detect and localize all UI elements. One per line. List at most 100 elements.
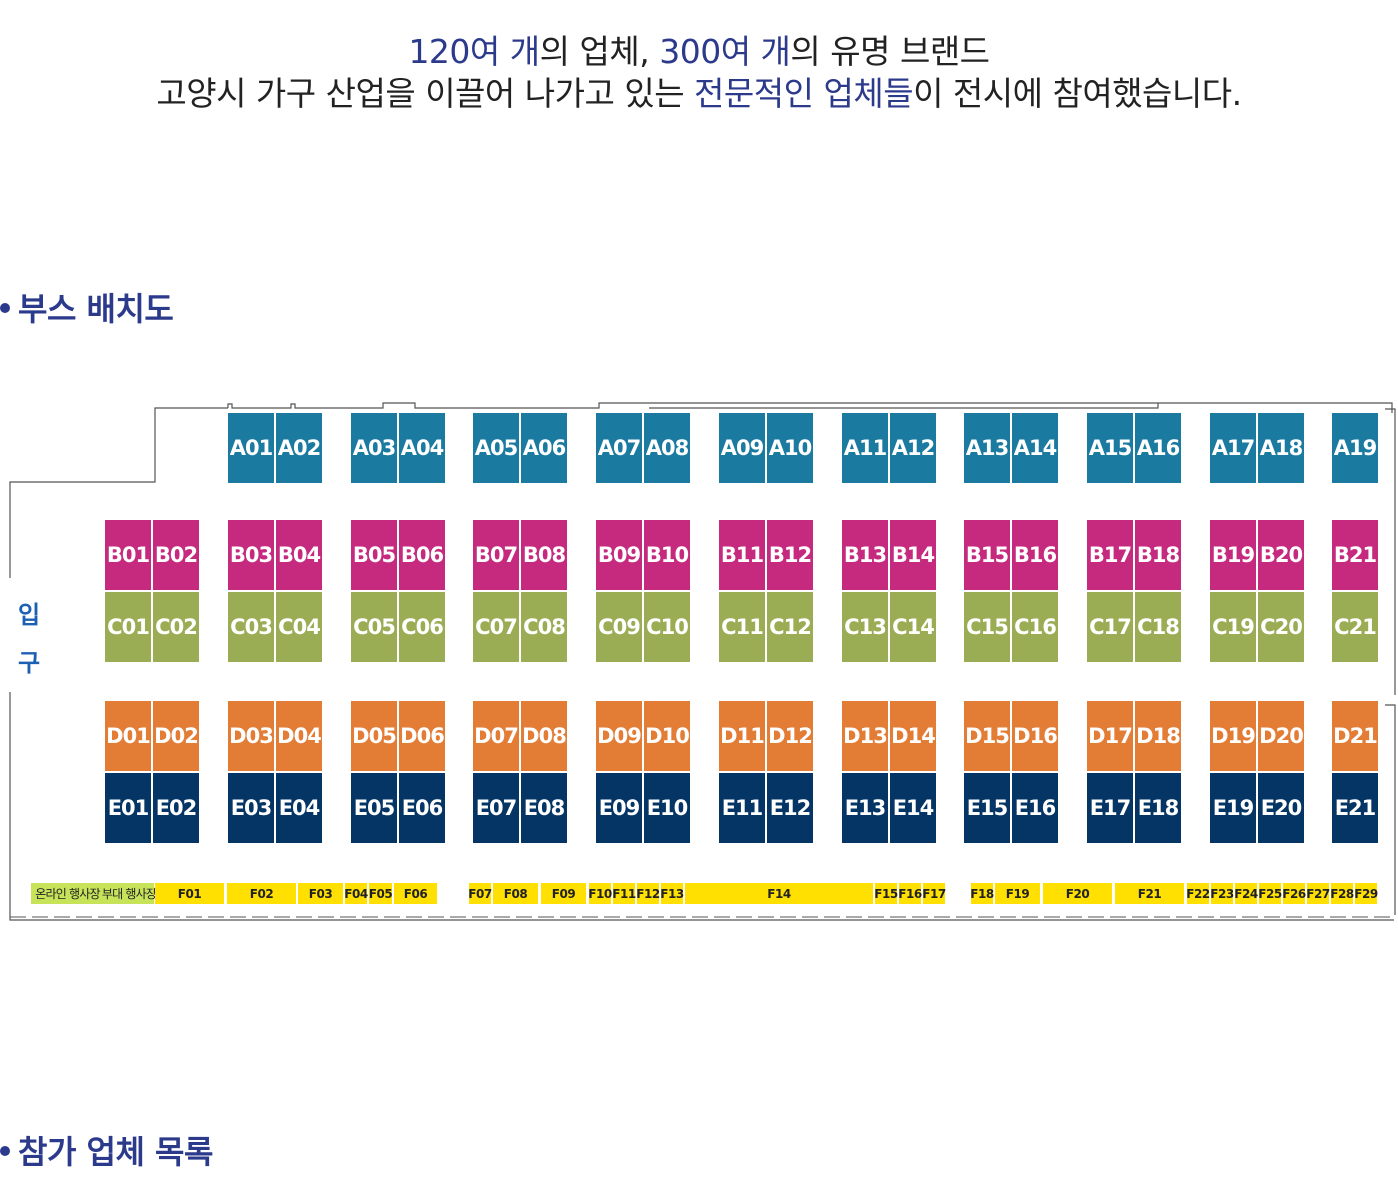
booth-f09[interactable]: F09 bbox=[541, 883, 587, 904]
booth-f10[interactable]: F10 bbox=[588, 883, 612, 904]
booth-e19[interactable]: E19 bbox=[1210, 773, 1256, 843]
booth-f22[interactable]: F22 bbox=[1186, 883, 1210, 904]
booth-a01[interactable]: A01 bbox=[228, 413, 274, 483]
booth-e09[interactable]: E09 bbox=[596, 773, 642, 843]
booth-d01[interactable]: D01 bbox=[105, 701, 151, 771]
booth-e01[interactable]: E01 bbox=[105, 773, 151, 843]
booth-c19[interactable]: C19 bbox=[1210, 592, 1256, 662]
booth-c20[interactable]: C20 bbox=[1258, 592, 1304, 662]
booth-f15[interactable]: F15 bbox=[874, 883, 898, 904]
booth-f07[interactable]: F07 bbox=[468, 883, 492, 904]
booth-e08[interactable]: E08 bbox=[521, 773, 567, 843]
booth-b02[interactable]: B02 bbox=[153, 520, 199, 590]
booth-f01[interactable]: F01 bbox=[155, 883, 225, 904]
booth-f29[interactable]: F29 bbox=[1354, 883, 1378, 904]
booth-e04[interactable]: E04 bbox=[276, 773, 322, 843]
booth-b10[interactable]: B10 bbox=[644, 520, 690, 590]
booth-d02[interactable]: D02 bbox=[153, 701, 199, 771]
booth-d16[interactable]: D16 bbox=[1012, 701, 1058, 771]
booth-c07[interactable]: C07 bbox=[473, 592, 519, 662]
booth-b04[interactable]: B04 bbox=[276, 520, 322, 590]
booth-a05[interactable]: A05 bbox=[473, 413, 519, 483]
booth-c15[interactable]: C15 bbox=[964, 592, 1010, 662]
booth-c01[interactable]: C01 bbox=[105, 592, 151, 662]
booth-f20[interactable]: F20 bbox=[1043, 883, 1113, 904]
booth-e20[interactable]: E20 bbox=[1258, 773, 1304, 843]
booth-b19[interactable]: B19 bbox=[1210, 520, 1256, 590]
booth-d10[interactable]: D10 bbox=[644, 701, 690, 771]
booth-e12[interactable]: E12 bbox=[767, 773, 813, 843]
booth-a03[interactable]: A03 bbox=[351, 413, 397, 483]
event-area-sub[interactable]: 부대 행사장 bbox=[102, 883, 157, 904]
booth-f12[interactable]: F12 bbox=[636, 883, 660, 904]
booth-f16[interactable]: F16 bbox=[898, 883, 922, 904]
booth-e11[interactable]: E11 bbox=[719, 773, 765, 843]
booth-a09[interactable]: A09 bbox=[719, 413, 765, 483]
booth-a11[interactable]: A11 bbox=[842, 413, 888, 483]
booth-d14[interactable]: D14 bbox=[890, 701, 936, 771]
booth-d07[interactable]: D07 bbox=[473, 701, 519, 771]
booth-e06[interactable]: E06 bbox=[399, 773, 445, 843]
booth-d12[interactable]: D12 bbox=[767, 701, 813, 771]
booth-c21[interactable]: C21 bbox=[1332, 592, 1378, 662]
booth-c10[interactable]: C10 bbox=[644, 592, 690, 662]
booth-f17[interactable]: F17 bbox=[922, 883, 946, 904]
booth-f19[interactable]: F19 bbox=[995, 883, 1041, 904]
booth-f25[interactable]: F25 bbox=[1258, 883, 1282, 904]
booth-b21[interactable]: B21 bbox=[1332, 520, 1378, 590]
booth-b03[interactable]: B03 bbox=[228, 520, 274, 590]
booth-b18[interactable]: B18 bbox=[1135, 520, 1181, 590]
booth-a12[interactable]: A12 bbox=[890, 413, 936, 483]
booth-c04[interactable]: C04 bbox=[276, 592, 322, 662]
booth-e03[interactable]: E03 bbox=[228, 773, 274, 843]
booth-d04[interactable]: D04 bbox=[276, 701, 322, 771]
booth-a17[interactable]: A17 bbox=[1210, 413, 1256, 483]
booth-a08[interactable]: A08 bbox=[644, 413, 690, 483]
booth-d20[interactable]: D20 bbox=[1258, 701, 1304, 771]
booth-d11[interactable]: D11 bbox=[719, 701, 765, 771]
booth-b11[interactable]: B11 bbox=[719, 520, 765, 590]
booth-f13[interactable]: F13 bbox=[660, 883, 684, 904]
booth-a13[interactable]: A13 bbox=[964, 413, 1010, 483]
booth-f18[interactable]: F18 bbox=[970, 883, 994, 904]
booth-c08[interactable]: C08 bbox=[521, 592, 567, 662]
booth-c12[interactable]: C12 bbox=[767, 592, 813, 662]
booth-c13[interactable]: C13 bbox=[842, 592, 888, 662]
booth-a14[interactable]: A14 bbox=[1012, 413, 1058, 483]
booth-a06[interactable]: A06 bbox=[521, 413, 567, 483]
booth-e02[interactable]: E02 bbox=[153, 773, 199, 843]
booth-a19[interactable]: A19 bbox=[1332, 413, 1378, 483]
booth-f11[interactable]: F11 bbox=[612, 883, 636, 904]
booth-d19[interactable]: D19 bbox=[1210, 701, 1256, 771]
booth-d15[interactable]: D15 bbox=[964, 701, 1010, 771]
booth-e13[interactable]: E13 bbox=[842, 773, 888, 843]
booth-d21[interactable]: D21 bbox=[1332, 701, 1378, 771]
booth-f05[interactable]: F05 bbox=[369, 883, 393, 904]
booth-e18[interactable]: E18 bbox=[1135, 773, 1181, 843]
booth-f02[interactable]: F02 bbox=[227, 883, 297, 904]
booth-d05[interactable]: D05 bbox=[351, 701, 397, 771]
booth-d17[interactable]: D17 bbox=[1087, 701, 1133, 771]
booth-f23[interactable]: F23 bbox=[1210, 883, 1234, 904]
booth-c09[interactable]: C09 bbox=[596, 592, 642, 662]
booth-a15[interactable]: A15 bbox=[1087, 413, 1133, 483]
booth-b20[interactable]: B20 bbox=[1258, 520, 1304, 590]
booth-d03[interactable]: D03 bbox=[228, 701, 274, 771]
booth-f21[interactable]: F21 bbox=[1115, 883, 1185, 904]
booth-b14[interactable]: B14 bbox=[890, 520, 936, 590]
booth-c18[interactable]: C18 bbox=[1135, 592, 1181, 662]
booth-e16[interactable]: E16 bbox=[1012, 773, 1058, 843]
booth-f14[interactable]: F14 bbox=[685, 883, 874, 904]
booth-b17[interactable]: B17 bbox=[1087, 520, 1133, 590]
booth-c16[interactable]: C16 bbox=[1012, 592, 1058, 662]
booth-b01[interactable]: B01 bbox=[105, 520, 151, 590]
booth-f26[interactable]: F26 bbox=[1282, 883, 1306, 904]
booth-c03[interactable]: C03 bbox=[228, 592, 274, 662]
booth-a02[interactable]: A02 bbox=[276, 413, 322, 483]
booth-b15[interactable]: B15 bbox=[964, 520, 1010, 590]
event-area-online[interactable]: 온라인 행사장 bbox=[31, 883, 104, 904]
booth-c17[interactable]: C17 bbox=[1087, 592, 1133, 662]
booth-f24[interactable]: F24 bbox=[1234, 883, 1258, 904]
booth-a16[interactable]: A16 bbox=[1135, 413, 1181, 483]
booth-c14[interactable]: C14 bbox=[890, 592, 936, 662]
